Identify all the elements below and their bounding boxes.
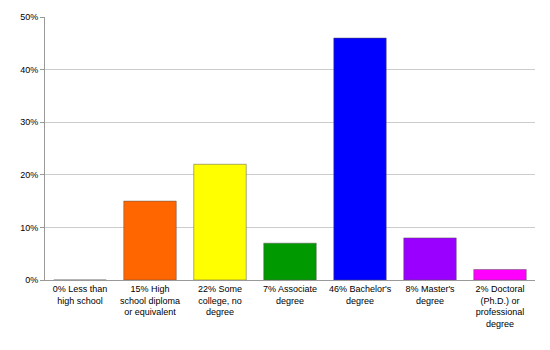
svg-text:7% Associatedegree: 7% Associatedegree [263,284,317,306]
svg-text:2% Doctoral(Ph.D.) orprofessio: 2% Doctoral(Ph.D.) orprofessionaldegree [475,284,524,329]
svg-text:40%: 40% [20,65,38,75]
svg-text:8% Master'sdegree: 8% Master'sdegree [405,284,455,306]
svg-text:46% Bachelor'sdegree: 46% Bachelor'sdegree [329,284,392,306]
svg-text:10%: 10% [20,223,38,233]
svg-text:0%: 0% [25,275,38,285]
svg-text:0% Less thanhigh school: 0% Less thanhigh school [53,284,108,306]
svg-text:20%: 20% [20,170,38,180]
svg-text:50%: 50% [20,12,38,22]
svg-text:22% Somecollege, nodegree: 22% Somecollege, nodegree [198,284,242,317]
svg-text:15% Highschool diplomaor equiv: 15% Highschool diplomaor equivalent [120,284,180,317]
svg-text:30%: 30% [20,117,38,127]
